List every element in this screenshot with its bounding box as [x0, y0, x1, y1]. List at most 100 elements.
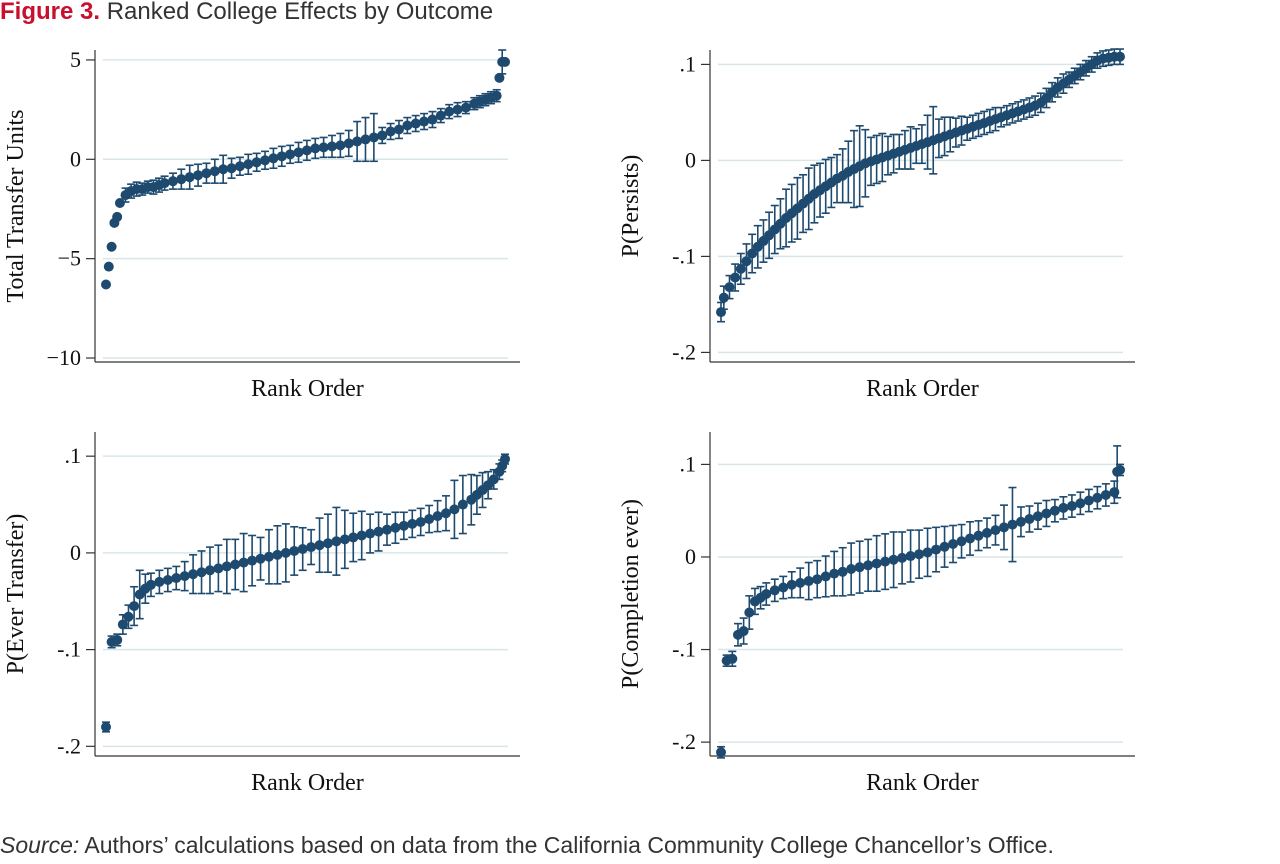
data-point: [1115, 51, 1125, 62]
data-point: [922, 547, 933, 558]
data-point: [402, 120, 413, 131]
data-point: [440, 508, 451, 519]
data-point: [339, 534, 350, 545]
data-point: [744, 607, 755, 618]
data-point: [167, 176, 178, 187]
y-tick-label: -.2: [57, 733, 81, 758]
data-point: [415, 516, 426, 527]
data-point: [1083, 495, 1094, 506]
data-point: [381, 524, 392, 535]
data-point: [268, 153, 279, 164]
data-point: [293, 147, 304, 158]
data-point: [1007, 519, 1018, 530]
y-axis-label: P(Persists): [618, 155, 644, 258]
data-point: [1015, 516, 1026, 527]
data-point: [310, 143, 321, 154]
data-point: [101, 279, 111, 290]
data-point: [948, 539, 959, 550]
data-point: [998, 522, 1009, 533]
figure-source: Source: Authors’ calculations based on d…: [0, 832, 1054, 859]
data-point: [724, 282, 735, 293]
data-point: [419, 116, 430, 127]
data-point: [263, 551, 274, 562]
data-point: [238, 557, 249, 568]
chart-panel-3: .1 0 -.1 -.2 Rank Order P(Ever Transfer): [3, 432, 520, 796]
data-point: [741, 256, 752, 267]
data-point: [373, 526, 384, 537]
x-axis-label: Rank Order: [866, 770, 979, 796]
data-point: [973, 530, 984, 541]
data-point: [297, 544, 308, 555]
data-point: [432, 511, 443, 522]
data-point: [939, 541, 950, 552]
data-point: [327, 141, 338, 152]
y-tick-label: 0: [70, 146, 81, 171]
y-tick-label: 0: [685, 147, 696, 172]
y-tick-label: -.1: [672, 637, 696, 662]
y-tick-label: 0: [70, 540, 81, 565]
y-tick-label: 5: [70, 47, 81, 72]
data-point: [488, 474, 499, 485]
data-point: [285, 149, 296, 160]
data-point: [1024, 514, 1035, 525]
y-axis-label: P(Completion ever): [618, 499, 644, 689]
data-point: [1066, 501, 1077, 512]
x-axis-label: Rank Order: [866, 376, 979, 402]
data-point: [251, 157, 262, 168]
data-point: [956, 536, 967, 547]
data-point: [829, 568, 840, 579]
data-point: [343, 138, 354, 149]
data-point: [390, 522, 401, 533]
data-point: [145, 579, 156, 590]
data-point: [500, 56, 510, 67]
data-point: [289, 545, 300, 556]
data-point: [444, 106, 455, 117]
data-point: [276, 151, 287, 162]
data-point: [491, 90, 502, 101]
data-point: [188, 569, 199, 580]
data-point: [377, 130, 388, 141]
figure-title: Figure 3. Ranked College Effects by Outc…: [0, 0, 493, 26]
data-point: [230, 559, 241, 570]
data-point: [280, 547, 291, 558]
data-point: [368, 132, 379, 143]
source-text: Authors’ calculations based on data from…: [79, 832, 1054, 858]
data-point: [243, 159, 254, 170]
data-point: [193, 170, 204, 181]
data-point: [318, 142, 329, 153]
y-tick-label: -.2: [672, 729, 696, 754]
y-tick-label: -.1: [57, 637, 81, 662]
data-point: [306, 542, 317, 553]
data-point: [196, 567, 207, 578]
data-point: [272, 549, 283, 560]
data-point: [718, 292, 729, 303]
data-point: [990, 525, 1001, 536]
y-axis-label: Total Transfer Units: [3, 110, 29, 303]
data-point: [854, 562, 865, 573]
data-point: [129, 601, 140, 612]
y-tick-label: 0: [685, 544, 696, 569]
data-point: [410, 118, 421, 129]
data-point: [761, 589, 772, 599]
data-point: [424, 514, 435, 525]
data-point: [301, 145, 312, 156]
data-point: [727, 653, 738, 664]
data-point: [162, 574, 173, 585]
data-point: [716, 747, 726, 758]
data-point: [1058, 502, 1069, 513]
data-point: [769, 585, 780, 596]
data-point: [179, 571, 190, 582]
data-point: [385, 126, 396, 137]
data-point: [322, 538, 333, 549]
data-point: [360, 134, 371, 145]
data-point: [735, 263, 746, 274]
data-point: [1041, 508, 1052, 519]
data-point: [221, 561, 232, 572]
data-point: [112, 211, 123, 222]
data-point: [812, 574, 823, 585]
data-point: [837, 566, 848, 577]
data-point: [846, 564, 857, 575]
data-point: [314, 540, 325, 551]
data-point: [335, 140, 346, 151]
